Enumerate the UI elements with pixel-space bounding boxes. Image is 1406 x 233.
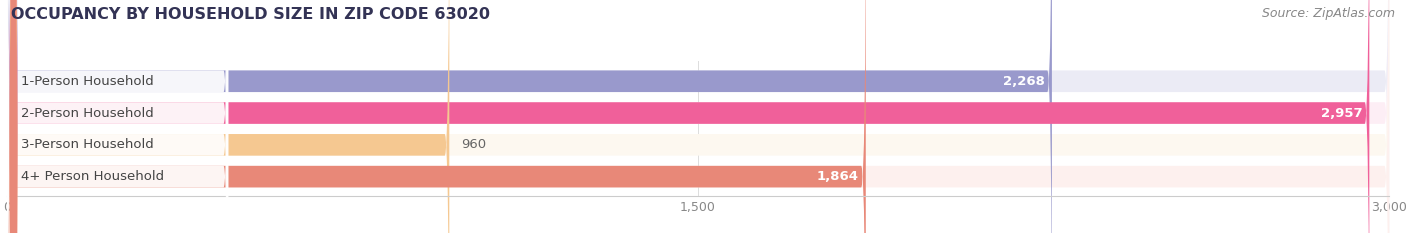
Text: 2,268: 2,268 (1002, 75, 1045, 88)
FancyBboxPatch shape (7, 0, 1389, 233)
Text: 4+ Person Household: 4+ Person Household (21, 170, 165, 183)
FancyBboxPatch shape (7, 0, 1389, 233)
FancyBboxPatch shape (7, 0, 228, 233)
Text: 2,957: 2,957 (1320, 106, 1362, 120)
FancyBboxPatch shape (7, 0, 228, 233)
FancyBboxPatch shape (7, 0, 1369, 233)
Text: OCCUPANCY BY HOUSEHOLD SIZE IN ZIP CODE 63020: OCCUPANCY BY HOUSEHOLD SIZE IN ZIP CODE … (11, 7, 491, 22)
Circle shape (10, 0, 17, 233)
Circle shape (10, 0, 17, 233)
Text: Source: ZipAtlas.com: Source: ZipAtlas.com (1261, 7, 1395, 20)
Text: 3-Person Household: 3-Person Household (21, 138, 153, 151)
Text: 960: 960 (461, 138, 486, 151)
FancyBboxPatch shape (7, 0, 228, 233)
Text: 1-Person Household: 1-Person Household (21, 75, 153, 88)
FancyBboxPatch shape (7, 0, 1389, 233)
FancyBboxPatch shape (7, 0, 228, 233)
Circle shape (10, 0, 17, 233)
FancyBboxPatch shape (7, 0, 866, 233)
FancyBboxPatch shape (7, 0, 450, 233)
Circle shape (10, 0, 17, 233)
Text: 1,864: 1,864 (817, 170, 859, 183)
FancyBboxPatch shape (7, 0, 1052, 233)
Text: 2-Person Household: 2-Person Household (21, 106, 153, 120)
FancyBboxPatch shape (7, 0, 1389, 233)
